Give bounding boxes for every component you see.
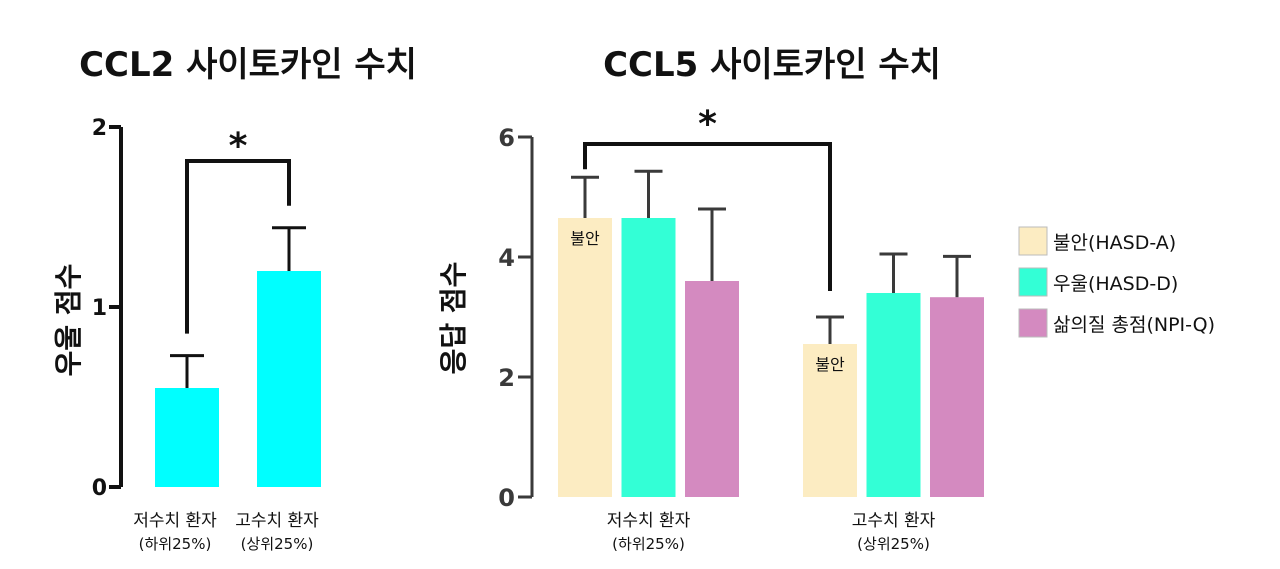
ccl5-tick-label: 0 [498, 484, 515, 512]
legend-label: 우울(HASD-D) [1053, 273, 1178, 295]
ccl5-category-sublabel: (하위25%) [612, 535, 685, 553]
ccl5-significance-star: * [698, 104, 717, 145]
legend-swatch [1018, 226, 1048, 256]
ccl5-bar [685, 281, 739, 497]
ccl5-y-axis: 0 2 4 6 [498, 124, 534, 512]
ccl5-chart-title: CCL5 사이토카인 수치 [603, 45, 941, 85]
ccl2-significance-bracket [185, 159, 291, 334]
ccl5-category-sublabel: (상위25%) [857, 535, 930, 553]
ccl2-significance-star: * [229, 126, 248, 167]
ccl2-bars: 저수치 환자 (하위25%) 고수치 환자 (상위25%) * [133, 126, 321, 553]
ccl5-bar [558, 218, 612, 497]
ccl2-category-sublabel: (하위25%) [139, 535, 212, 553]
ccl5-tick-label: 2 [498, 364, 515, 392]
ccl5-bar-inner-label: 불안 [570, 229, 600, 248]
ccl2-category-label: 고수치 환자 [235, 511, 319, 531]
ccl2-bar [155, 388, 219, 487]
ccl2-bar [257, 271, 321, 487]
ccl5-y-axis-label: 응답 점수 [437, 262, 470, 375]
legend-swatch [1018, 267, 1048, 297]
legend-label: 불안(HASD-A) [1053, 232, 1176, 254]
ccl5-tick-label: 6 [498, 124, 515, 152]
ccl2-tick-label: 0 [92, 476, 107, 501]
ccl2-category-label: 저수치 환자 [133, 511, 217, 531]
ccl5-bar-inner-label: 불안 [815, 355, 845, 374]
ccl5-bar [930, 297, 984, 497]
ccl5-tick-label: 4 [498, 244, 515, 272]
ccl2-category-sublabel: (상위25%) [241, 535, 314, 553]
ccl5-category-label: 고수치 환자 [852, 511, 936, 531]
ccl5-category-label: 저수치 환자 [607, 511, 691, 531]
ccl5-bar [803, 344, 857, 497]
ccl2-tick-label: 2 [92, 116, 107, 141]
legend-swatch [1018, 308, 1048, 338]
ccl2-chart-title: CCL2 사이토카인 수치 [79, 45, 417, 85]
ccl5-legend: 불안(HASD-A) 우울(HASD-D) 삶의질 총점(NPI-Q) [1018, 226, 1215, 338]
ccl2-tick-label: 1 [92, 296, 107, 321]
legend-label: 삶의질 총점(NPI-Q) [1053, 314, 1215, 336]
ccl2-y-axis: 0 1 2 [92, 116, 123, 501]
ccl5-significance-bracket [583, 142, 832, 291]
ccl2-y-axis-label: 우울 점수 [52, 264, 85, 377]
ccl5-bar [621, 218, 676, 497]
ccl5-bar [866, 293, 921, 497]
